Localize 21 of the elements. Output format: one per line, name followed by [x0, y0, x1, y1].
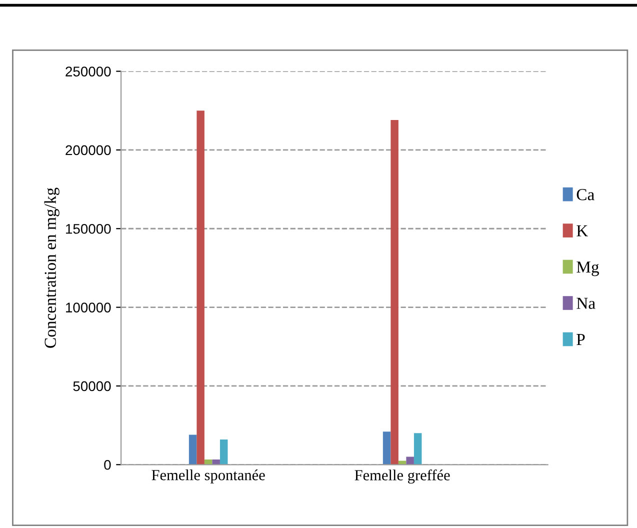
bar — [406, 456, 414, 465]
y-axis-title: Concentration en mg/kg — [44, 188, 60, 348]
bar — [382, 432, 391, 465]
legend-label: Ca — [576, 189, 594, 200]
y-tick-label: 50000 — [73, 381, 111, 392]
bar — [196, 110, 204, 465]
bar — [220, 439, 228, 465]
legend-label: Mg — [576, 262, 599, 276]
bar — [390, 120, 398, 465]
bar — [188, 434, 197, 465]
y-tick-label: 0 — [104, 460, 111, 470]
y-tick-label: 200000 — [66, 145, 111, 156]
y-tick-label: 100000 — [66, 302, 111, 312]
x-tick-label: Femelle spontanée — [152, 470, 265, 484]
legend-label: Na — [576, 298, 596, 309]
y-tick-label: 250000 — [66, 66, 111, 76]
bar — [414, 433, 422, 465]
x-tick-label: Femelle greffée — [354, 470, 450, 484]
legend-label: K — [576, 225, 588, 236]
y-tick-label: 150000 — [66, 224, 111, 234]
legend-label: P — [576, 334, 585, 345]
